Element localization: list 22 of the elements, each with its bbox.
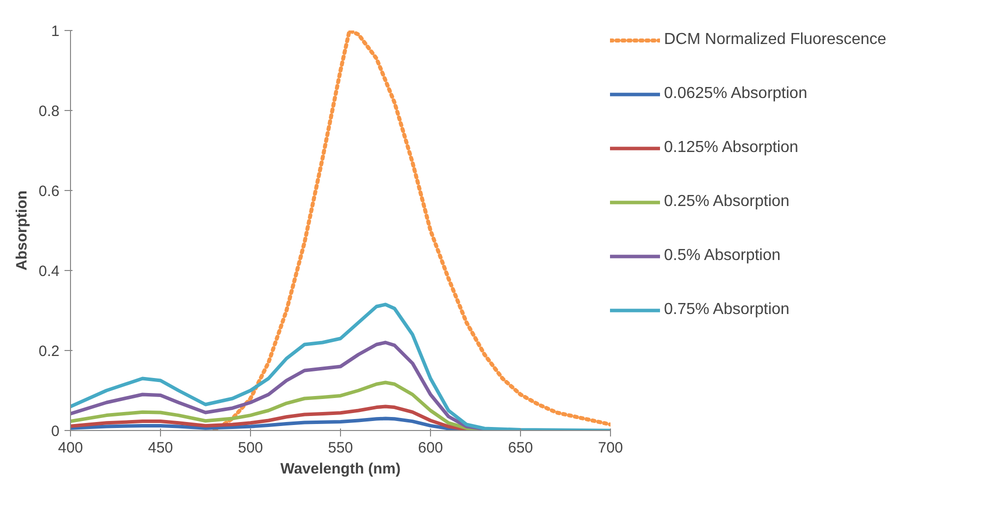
y-tick-label: 0.8 — [38, 103, 60, 120]
legend-label: 0.25% Absorption — [664, 193, 790, 211]
y-axis-title: Absorption — [14, 190, 31, 270]
x-axis-title: Wavelength (nm) — [280, 460, 401, 478]
y-tick-label: 1 — [51, 23, 60, 40]
line-series — [212, 30, 610, 430]
x-tick-label: 600 — [418, 440, 444, 456]
y-tick-label: 0.4 — [38, 263, 60, 280]
y-tick-label: 0.6 — [38, 183, 60, 200]
legend-label: DCM Normalized Fluorescence — [664, 31, 886, 49]
legend-label: 0.5% Absorption — [664, 247, 781, 265]
x-tick-label: 650 — [508, 440, 534, 456]
x-tick-label: 700 — [598, 440, 624, 456]
x-tick-label: 400 — [58, 440, 84, 456]
legend-label: 0.125% Absorption — [664, 139, 798, 157]
legend-label: 0.75% Absorption — [664, 301, 790, 319]
legend-label: 0.0625% Absorption — [664, 85, 808, 103]
y-tick-label: 0.2 — [38, 343, 60, 360]
y-tick-label: 0 — [51, 423, 60, 440]
x-tick-label: 550 — [328, 440, 354, 456]
x-tick-label: 500 — [238, 440, 264, 456]
x-tick-label: 450 — [148, 440, 174, 456]
